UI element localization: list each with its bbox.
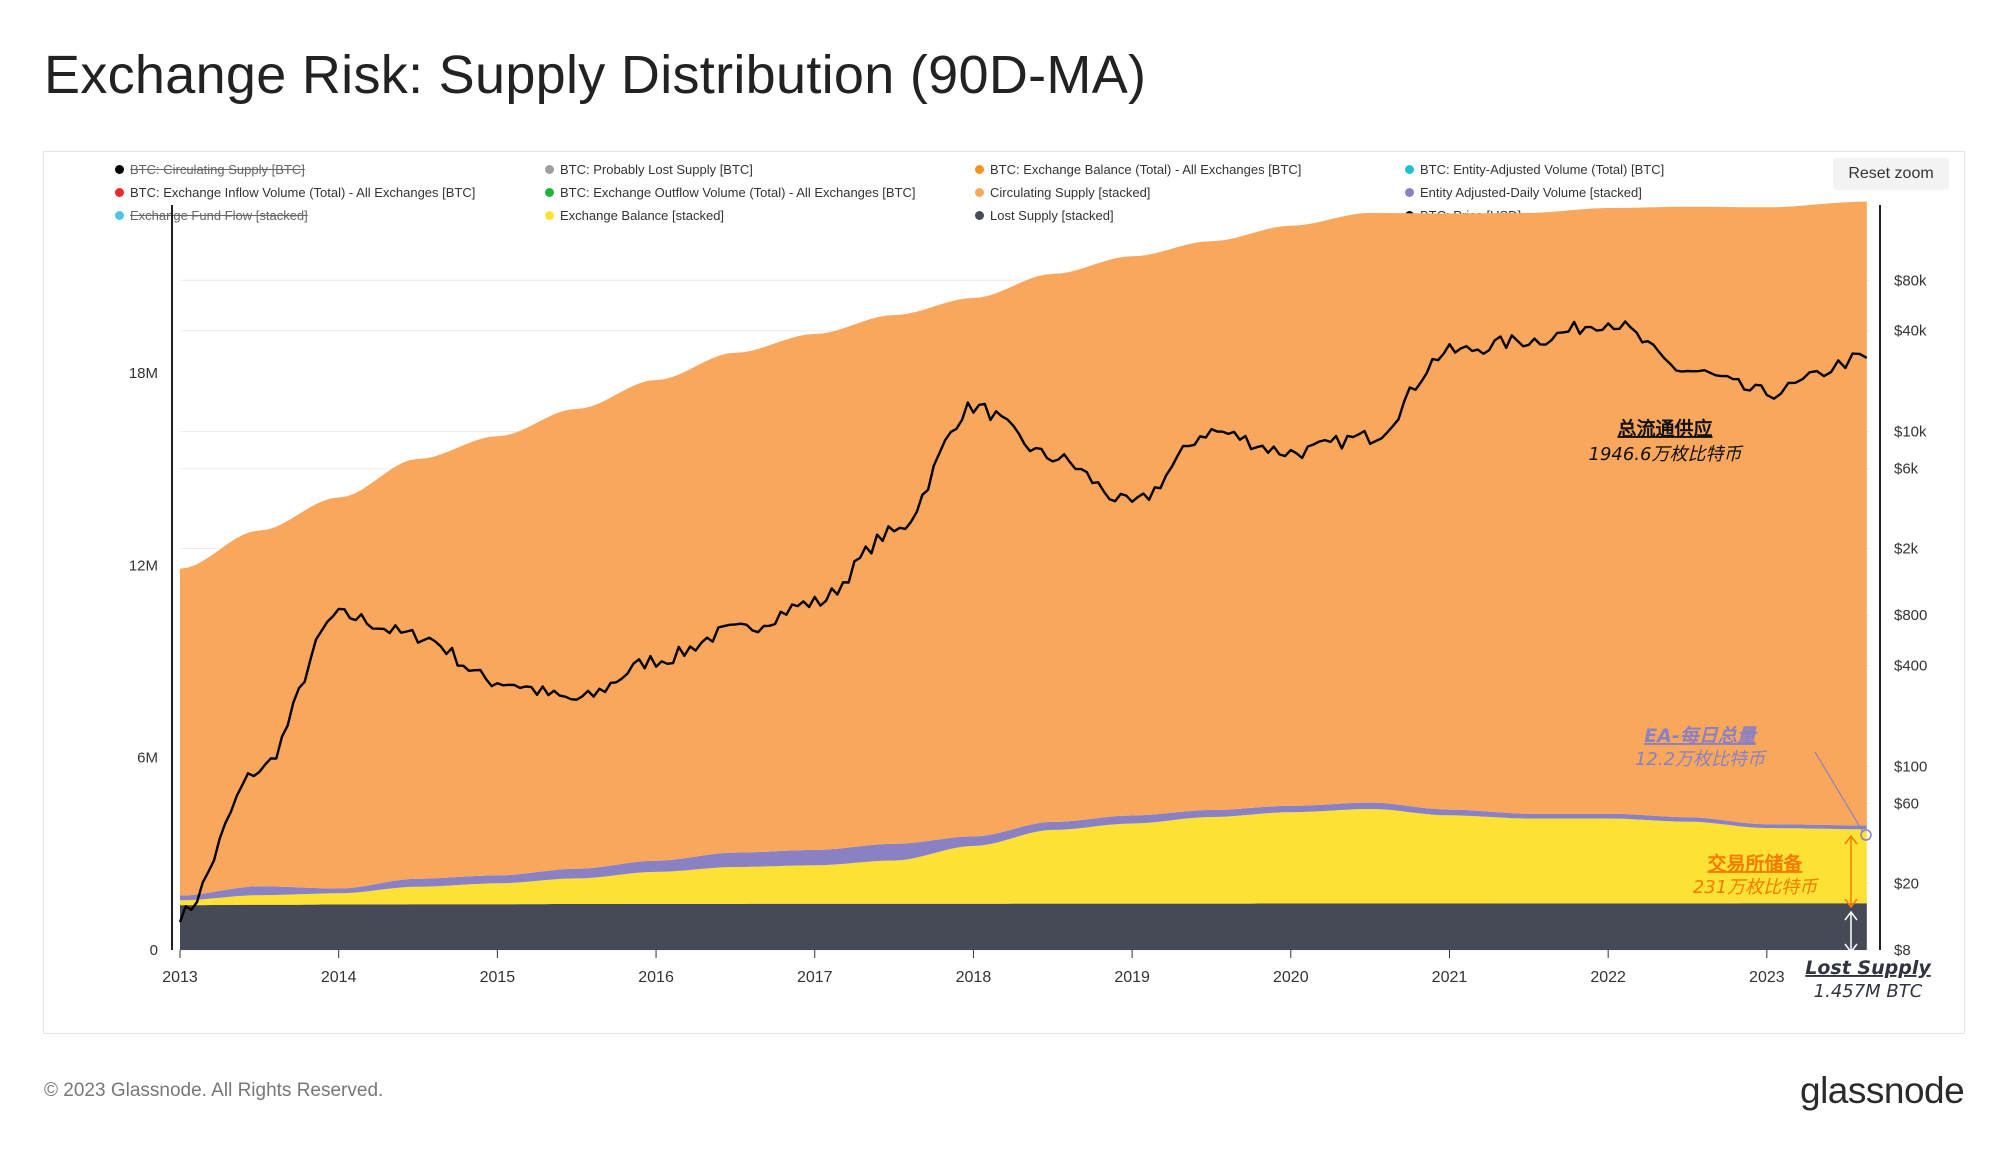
annotation-lost-arrow-down — [1844, 943, 1858, 954]
annotation-ea-value: 12.2万枚比特币 — [1635, 749, 1767, 770]
x-tick-label: 2022 — [1590, 969, 1626, 986]
price-layer — [178, 320, 1868, 923]
y-left-tick-label: 6M — [137, 750, 158, 767]
chart-frame — [43, 151, 1965, 1034]
y-right-tick-label: $60 — [1894, 795, 1919, 812]
legend-marker-icon — [115, 165, 124, 174]
y-right-tick-label: $400 — [1894, 658, 1927, 675]
annotation-ea-pointer — [1814, 751, 1864, 833]
annotation-lost-value: 1.457M BTC — [1814, 981, 1923, 1002]
legend-item[interactable]: BTC: Exchange Inflow Volume (Total) - Al… — [115, 185, 475, 200]
legend-label: BTC: Exchange Outflow Volume (Total) - A… — [560, 185, 916, 200]
legend-item[interactable]: BTC: Exchange Outflow Volume (Total) - A… — [545, 185, 915, 200]
legend-item[interactable]: BTC: Exchange Balance (Total) - All Exch… — [975, 162, 1301, 177]
legend-label: BTC: Entity-Adjusted Volume (Total) [BTC… — [1420, 162, 1665, 177]
annotation-exchange-arrow-up — [1844, 834, 1858, 845]
x-tick-label: 2023 — [1749, 969, 1785, 986]
legend-marker-icon — [545, 211, 554, 220]
legend-label: BTC: Exchange Inflow Volume (Total) - Al… — [130, 185, 476, 200]
legend-marker-icon — [1405, 188, 1414, 197]
legend-marker-icon — [545, 188, 554, 197]
annotation-exchange-title: 交易所储备 — [1707, 852, 1803, 875]
legend-label: Lost Supply [stacked] — [990, 208, 1114, 223]
legend-marker-icon — [975, 211, 984, 220]
annotation-exchange-arrow-down — [1844, 898, 1858, 909]
legend-label: BTC: Exchange Balance (Total) - All Exch… — [990, 162, 1302, 177]
annotation-circulating-title: 总流通供应 — [1617, 417, 1712, 440]
annotation-lost-arrow-up — [1844, 910, 1858, 921]
legend-item[interactable]: BTC: Probably Lost Supply [BTC] — [545, 162, 753, 177]
x-tick-label: 2017 — [797, 969, 833, 986]
annotation-ea-marker — [1860, 829, 1872, 841]
annotation-exchange-value: 231万枚比特币 — [1693, 877, 1819, 898]
y-right-tick-label: $10k — [1894, 424, 1927, 441]
legend-label: BTC: Probably Lost Supply [BTC] — [560, 162, 753, 177]
x-tick-label: 2018 — [956, 969, 992, 986]
y-left-tick-label: 0 — [150, 942, 158, 959]
annotation-ea-title: EA-每日总量 — [1644, 725, 1758, 747]
legend-item[interactable]: Entity Adjusted-Daily Volume [stacked] — [1405, 185, 1642, 200]
page-title: Exchange Risk: Supply Distribution (90D-… — [44, 45, 1147, 105]
area-entity-adjusted-daily-volume-stacked- — [180, 802, 1867, 901]
annotation-lost-title: Lost Supply — [1805, 957, 1932, 979]
y-right-tick-label: $6k — [1894, 461, 1919, 478]
y-right-tick-label: $20 — [1894, 875, 1919, 892]
legend-label: Entity Adjusted-Daily Volume [stacked] — [1420, 185, 1642, 200]
x-tick-label: 2015 — [480, 969, 516, 986]
legend-item[interactable]: Circulating Supply [stacked] — [975, 185, 1150, 200]
price-line — [178, 320, 1868, 923]
y-right-tick-label: $40k — [1894, 323, 1927, 340]
x-tick-label: 2021 — [1432, 969, 1468, 986]
legend-label: Circulating Supply [stacked] — [990, 185, 1151, 200]
y-right-tick-label: $100 — [1894, 758, 1927, 775]
y-left-tick-label: 12M — [129, 557, 158, 574]
legend-item[interactable]: BTC: Circulating Supply [BTC] — [115, 162, 305, 177]
y-right-tick-label: $800 — [1894, 607, 1927, 624]
y-right-tick-label: $2k — [1894, 541, 1919, 558]
legend-item[interactable]: Exchange Balance [stacked] — [545, 208, 724, 223]
x-tick-label: 2014 — [321, 969, 357, 986]
footer-copyright: © 2023 Glassnode. All Rights Reserved. — [44, 1080, 384, 1101]
x-tick-label: 2016 — [638, 969, 674, 986]
legend-marker-icon — [975, 165, 984, 174]
y-left-tick-label: 18M — [129, 365, 158, 382]
legend-item[interactable]: BTC: Entity-Adjusted Volume (Total) [BTC… — [1405, 162, 1664, 177]
legend-marker-icon — [115, 211, 124, 220]
glassnode-logo[interactable]: glassnode — [1800, 1070, 1965, 1111]
legend-marker-icon — [975, 188, 984, 197]
annotation-circulating-value: 1946.6万枚比特币 — [1589, 444, 1744, 465]
y-right-tick-label: $80k — [1894, 272, 1927, 289]
y-right-tick-label: $8 — [1894, 942, 1911, 959]
legend-marker-icon — [545, 165, 554, 174]
legend-marker-icon — [1405, 165, 1414, 174]
x-tick-label: 2019 — [1114, 969, 1150, 986]
area-exchange-balance-stacked- — [180, 809, 1867, 906]
x-tick-label: 2013 — [162, 969, 198, 986]
axis-layer: 0 6M 12M 18M $8 $20 $60 $100 $400 $800 $2k $6k $10k $… — [129, 205, 1927, 986]
x-tick-label: 2020 — [1273, 969, 1309, 986]
legend-item[interactable]: Exchange Fund Flow [stacked] — [115, 208, 308, 223]
legend-item[interactable]: Lost Supply [stacked] — [975, 208, 1114, 223]
legend-label: Exchange Fund Flow [stacked] — [130, 208, 308, 223]
legend-label: Exchange Balance [stacked] — [560, 208, 725, 223]
area-layer — [180, 201, 1867, 950]
area-lost-supply-stacked- — [180, 903, 1867, 950]
legend-marker-icon — [115, 188, 124, 197]
annotation-layer: 总流通供应 1946.6万枚比特币 EA-每日总量12.2万枚比特币交易所储备231… — [1589, 417, 1933, 1002]
area-circulating-supply-stacked- — [180, 201, 1867, 896]
reset-zoom-button[interactable]: Reset zoom — [1833, 158, 1949, 190]
legend-label: BTC: Circulating Supply [BTC] — [130, 162, 305, 177]
